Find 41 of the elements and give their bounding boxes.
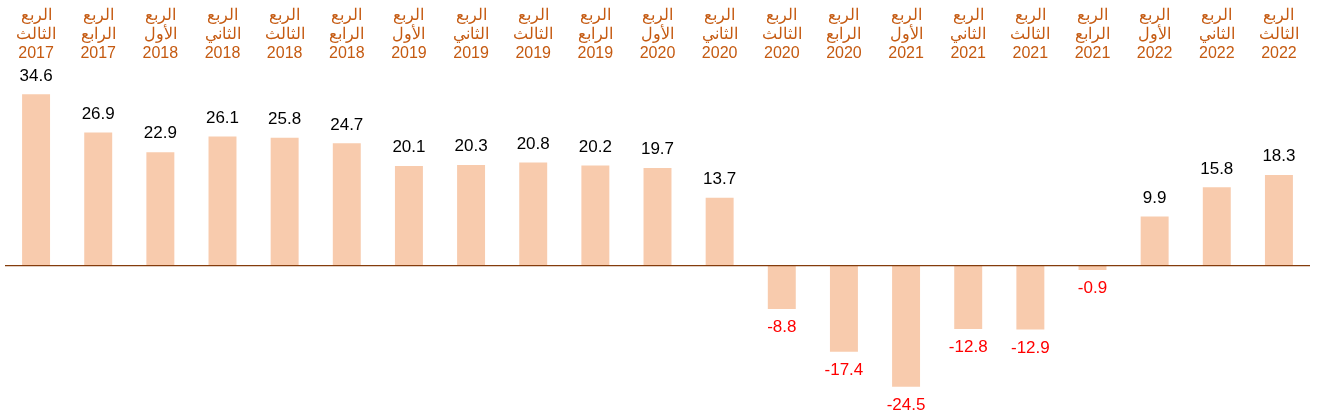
bar <box>84 132 113 266</box>
bar <box>457 165 486 266</box>
data-label: 19.7 <box>640 139 675 159</box>
bar <box>643 168 672 266</box>
bar <box>829 265 858 352</box>
data-label: -17.4 <box>824 359 864 379</box>
bar <box>332 143 361 266</box>
data-label: 18.3 <box>1262 146 1296 166</box>
data-label: 20.3 <box>454 136 488 156</box>
data-label: 22.9 <box>143 123 177 143</box>
bar <box>705 197 734 266</box>
bar <box>954 265 983 329</box>
bar <box>519 162 548 266</box>
data-label: 13.7 <box>703 168 737 188</box>
data-label: -12.8 <box>948 337 988 357</box>
data-label: -12.9 <box>1010 337 1050 357</box>
bar <box>208 136 237 266</box>
data-label: -0.9 <box>1077 278 1108 298</box>
data-label: 9.9 <box>1142 187 1167 207</box>
bar <box>146 152 175 266</box>
bar <box>1202 187 1231 266</box>
bar <box>1264 174 1293 266</box>
data-label: 24.7 <box>330 114 364 134</box>
data-label: 20.2 <box>578 136 612 156</box>
bar <box>767 265 796 310</box>
data-label: -24.5 <box>886 394 926 414</box>
data-label: -8.8 <box>767 317 797 337</box>
data-label: 26.9 <box>81 103 115 123</box>
bar <box>270 137 299 266</box>
bar <box>581 165 610 266</box>
data-label: 34.6 <box>19 65 53 85</box>
data-label: 15.8 <box>1200 158 1234 178</box>
bar <box>22 94 51 266</box>
bar <box>1140 216 1169 266</box>
data-label: 25.8 <box>268 109 302 129</box>
data-label: 20.1 <box>392 137 426 157</box>
data-label: 26.1 <box>205 107 240 127</box>
bar <box>892 265 921 387</box>
data-label: 20.8 <box>516 133 550 153</box>
bar <box>1016 265 1045 330</box>
bar <box>394 166 423 266</box>
